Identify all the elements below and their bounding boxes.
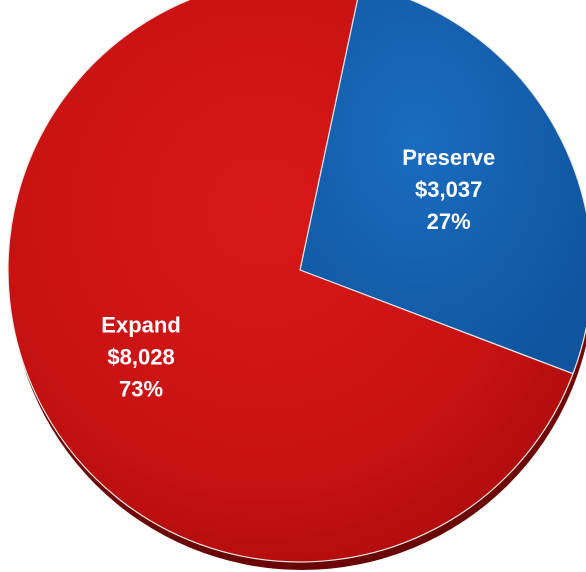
slice-label-name-expand: Expand bbox=[101, 313, 180, 338]
slice-label-percent-expand: 73% bbox=[119, 377, 163, 402]
pie-slice-preserve bbox=[299, 0, 586, 375]
slice-label-value-preserve: $3,037 bbox=[415, 177, 482, 202]
labels-group: Preserve $3,037 27% Expand $8,028 73% bbox=[101, 145, 495, 402]
slice-label-name-preserve: Preserve bbox=[402, 145, 495, 170]
slice-label-value-expand: $8,028 bbox=[107, 345, 174, 370]
slices-group bbox=[7, 0, 586, 563]
pie-slice-expand bbox=[7, 0, 574, 563]
slice-label-percent-preserve: 27% bbox=[427, 209, 471, 234]
